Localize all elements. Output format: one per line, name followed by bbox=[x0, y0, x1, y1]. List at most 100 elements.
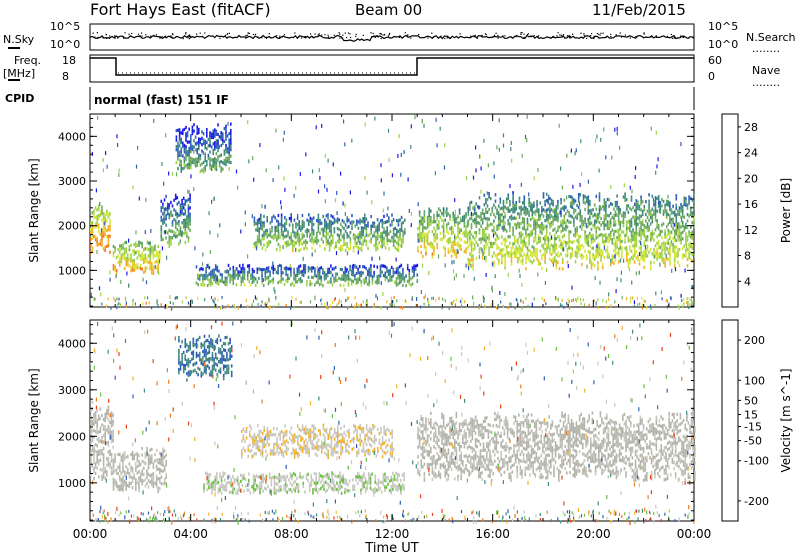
data-cell bbox=[364, 223, 366, 226]
nsearch-dot bbox=[671, 34, 672, 35]
data-cell bbox=[399, 278, 401, 281]
data-cell bbox=[620, 234, 622, 237]
data-cell bbox=[541, 228, 543, 231]
data-cell bbox=[229, 277, 231, 280]
data-cell bbox=[104, 438, 106, 441]
data-cell bbox=[636, 199, 638, 202]
data-cell bbox=[485, 243, 487, 246]
clutter-cell bbox=[428, 300, 429, 303]
data-cell bbox=[212, 276, 214, 279]
data-cell bbox=[297, 239, 299, 242]
data-cell bbox=[297, 271, 299, 274]
data-cell bbox=[532, 204, 534, 207]
data-cell bbox=[225, 147, 227, 150]
data-cell bbox=[332, 267, 334, 270]
data-cell bbox=[484, 203, 486, 206]
data-cell bbox=[265, 248, 267, 251]
data-cell bbox=[514, 242, 516, 245]
data-cell bbox=[205, 359, 207, 362]
data-cell bbox=[311, 218, 313, 221]
data-cell bbox=[178, 339, 180, 342]
data-cell bbox=[137, 263, 139, 266]
data-cell bbox=[210, 345, 212, 348]
sparse-cell bbox=[321, 124, 322, 128]
nsearch-dot bbox=[219, 38, 220, 39]
data-cell bbox=[640, 231, 642, 234]
data-cell bbox=[546, 212, 548, 215]
data-cell bbox=[672, 250, 674, 253]
nsearch-dot bbox=[621, 37, 622, 38]
data-cell bbox=[250, 274, 252, 277]
data-cell bbox=[460, 245, 462, 248]
data-cell bbox=[366, 224, 368, 227]
data-cell bbox=[477, 244, 479, 247]
nsearch-dot bbox=[538, 35, 539, 36]
data-cell bbox=[557, 254, 559, 257]
data-cell bbox=[420, 245, 422, 248]
data-cell bbox=[444, 218, 446, 221]
data-cell bbox=[454, 217, 456, 220]
sparse-cell bbox=[371, 200, 372, 204]
data-cell bbox=[341, 274, 343, 277]
data-cell bbox=[106, 229, 108, 232]
data-cell bbox=[169, 229, 171, 232]
data-cell bbox=[679, 235, 681, 238]
data-cell bbox=[189, 373, 191, 376]
data-cell bbox=[618, 235, 620, 238]
data-cell bbox=[185, 212, 187, 215]
data-cell bbox=[658, 195, 660, 198]
data-cell bbox=[313, 239, 315, 242]
sparse-cell bbox=[444, 143, 445, 147]
data-cell bbox=[514, 210, 516, 213]
data-cell bbox=[676, 255, 678, 258]
data-cell bbox=[300, 248, 302, 251]
clutter-cell bbox=[464, 300, 465, 303]
data-cell bbox=[599, 247, 601, 250]
data-cell bbox=[424, 226, 426, 229]
data-cell bbox=[388, 273, 390, 276]
nsearch-dot bbox=[103, 37, 104, 38]
nsearch-dot bbox=[227, 34, 228, 35]
data-cell bbox=[546, 234, 548, 237]
data-cell bbox=[260, 268, 262, 271]
clutter-cell bbox=[610, 304, 611, 307]
data-cell bbox=[161, 225, 163, 228]
data-cell bbox=[500, 207, 502, 210]
data-cell bbox=[540, 217, 542, 220]
nsearch-dot bbox=[569, 38, 570, 39]
data-cell bbox=[310, 217, 312, 220]
data-cell bbox=[162, 203, 164, 206]
data-cell bbox=[428, 230, 430, 233]
data-cell bbox=[137, 452, 139, 455]
data-cell bbox=[684, 200, 686, 203]
data-cell bbox=[145, 247, 147, 250]
sparse-cell bbox=[455, 210, 456, 214]
data-cell bbox=[188, 198, 190, 201]
data-cell bbox=[551, 259, 553, 262]
y-tick-label: 1000 bbox=[58, 264, 86, 277]
data-cell bbox=[303, 264, 305, 267]
data-cell bbox=[663, 261, 665, 264]
data-cell bbox=[636, 257, 638, 260]
data-cell bbox=[108, 212, 110, 215]
data-cell bbox=[634, 203, 636, 206]
data-cell bbox=[538, 218, 540, 221]
data-cell bbox=[201, 273, 203, 276]
sparse-cell bbox=[379, 256, 380, 260]
data-cell bbox=[535, 229, 537, 232]
data-cell bbox=[211, 168, 213, 171]
clutter-cell bbox=[689, 297, 690, 300]
data-cell bbox=[372, 282, 374, 285]
sparse-cell bbox=[595, 213, 596, 217]
data-cell bbox=[330, 230, 332, 233]
data-cell bbox=[430, 219, 432, 222]
data-cell bbox=[369, 274, 371, 277]
data-cell bbox=[599, 199, 601, 202]
data-cell bbox=[656, 226, 658, 229]
clutter-cell bbox=[692, 301, 693, 304]
colorbar-tick-label: 20 bbox=[744, 172, 758, 185]
clutter-cell bbox=[689, 303, 690, 306]
data-cell bbox=[608, 237, 610, 240]
data-cell bbox=[214, 132, 216, 135]
data-cell bbox=[293, 277, 295, 280]
